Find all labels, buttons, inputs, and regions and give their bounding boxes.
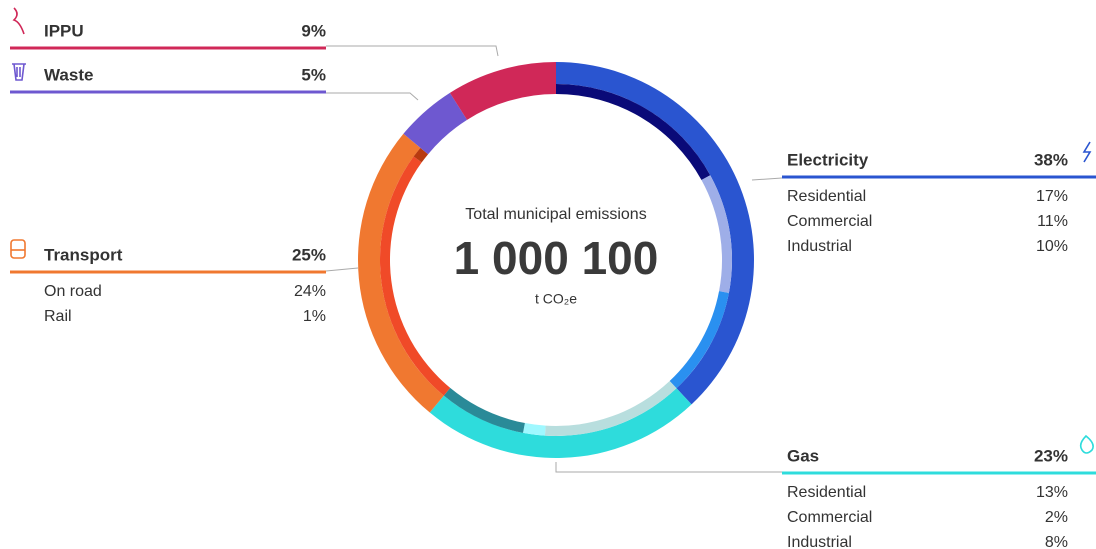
part-name: Industrial xyxy=(787,238,852,255)
part-name: On road xyxy=(44,283,102,300)
part-arc xyxy=(443,387,525,433)
sector-arc xyxy=(429,388,692,458)
part-arc xyxy=(413,147,429,163)
sector-percent: 25% xyxy=(292,245,326,264)
part-percent: 11% xyxy=(1037,213,1068,230)
part-arc xyxy=(556,84,711,181)
sector-arc xyxy=(449,62,556,120)
sector-arc xyxy=(556,62,754,405)
part-percent: 17% xyxy=(1036,188,1068,205)
part-name: Commercial xyxy=(787,213,872,230)
part-percent: 10% xyxy=(1036,238,1068,255)
total: 1 000 100 xyxy=(454,232,659,284)
unit: t CO₂e xyxy=(535,291,577,307)
sector-name: IPPU xyxy=(44,21,84,40)
sector-arc xyxy=(403,92,468,155)
icons xyxy=(10,7,1094,454)
sector-name: Transport xyxy=(44,245,123,264)
chart-title: Total municipal emissions xyxy=(465,206,646,223)
part-percent: 8% xyxy=(1045,534,1068,549)
sector-name: Waste xyxy=(44,65,93,84)
sector-percent: 23% xyxy=(1034,446,1068,465)
sector-percent: 9% xyxy=(301,21,326,40)
connectors xyxy=(325,45,783,473)
part-arc xyxy=(523,423,546,436)
sector-name: Electricity xyxy=(787,150,869,169)
sector-arc xyxy=(358,133,444,413)
part-arc xyxy=(544,381,677,436)
part-percent: 13% xyxy=(1036,484,1068,501)
part-percent: 2% xyxy=(1045,509,1068,526)
part-name: Residential xyxy=(787,188,866,205)
part-percent: 24% xyxy=(294,283,326,300)
part-name: Rail xyxy=(44,308,72,325)
sector-percent: 5% xyxy=(301,65,326,84)
part-name: Residential xyxy=(787,484,866,501)
part-name: Industrial xyxy=(787,534,852,549)
part-percent: 1% xyxy=(303,308,326,325)
part-arc xyxy=(380,156,451,396)
part-name: Commercial xyxy=(787,509,872,526)
part-arc xyxy=(669,291,729,389)
part-arc xyxy=(701,175,733,293)
sector-percent: 38% xyxy=(1034,150,1068,169)
sector-name: Gas xyxy=(787,446,819,465)
